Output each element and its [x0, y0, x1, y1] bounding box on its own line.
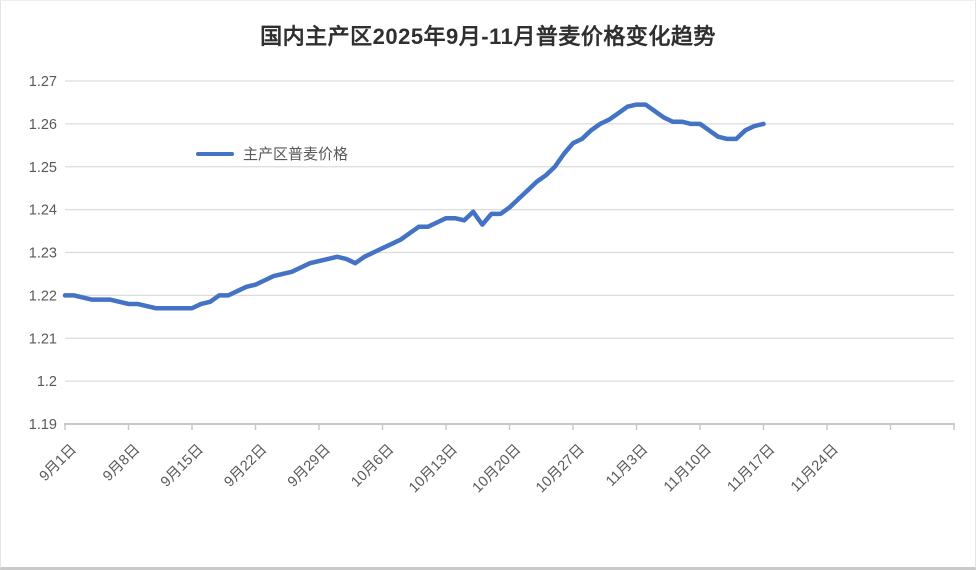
- x-axis-tick-label: 11月10日: [661, 442, 715, 496]
- y-axis-tick-label: 1.24: [29, 203, 57, 219]
- y-axis-tick-label: 1.25: [29, 160, 57, 176]
- y-axis-tick-label: 1.26: [29, 117, 57, 133]
- y-axis-tick-label: 1.27: [29, 74, 57, 90]
- x-axis-tick-label: 10月6日: [348, 442, 397, 491]
- x-axis-tick-label: 10月27日: [533, 442, 588, 497]
- x-axis-tick-label: 11月17日: [724, 442, 778, 496]
- y-axis-tick-label: 1.19: [29, 417, 57, 433]
- x-axis-tick-label: 10月13日: [406, 442, 461, 497]
- x-axis-tick-label: 9月15日: [158, 442, 207, 491]
- x-axis-tick-label: 9月29日: [285, 442, 334, 491]
- price-series-line: [62, 102, 766, 311]
- y-axis-tick-label: 1.23: [29, 246, 57, 262]
- x-axis-tick-label: 9月1日: [37, 442, 80, 485]
- chart-title: 国内主产区2025年9月-11月普麦价格变化趋势: [260, 24, 716, 49]
- x-axis-tick-label: 10月20日: [470, 442, 525, 497]
- y-axis-tick-label: 1.2: [37, 374, 57, 390]
- legend-series-label: 主产区普麦价格: [243, 146, 349, 163]
- y-axis-tick-label: 1.22: [29, 288, 57, 304]
- legend: 主产区普麦价格: [196, 143, 348, 164]
- x-axis-tick-label: 9月22日: [221, 442, 270, 491]
- y-axis-tick-label: 1.21: [29, 331, 57, 347]
- x-axis-tick-label: 9月8日: [100, 442, 143, 485]
- legend-line-swatch-icon: [196, 151, 234, 156]
- x-axis-tick-label: 11月3日: [603, 442, 651, 490]
- x-axis-tick-label: 11月24日: [788, 442, 842, 496]
